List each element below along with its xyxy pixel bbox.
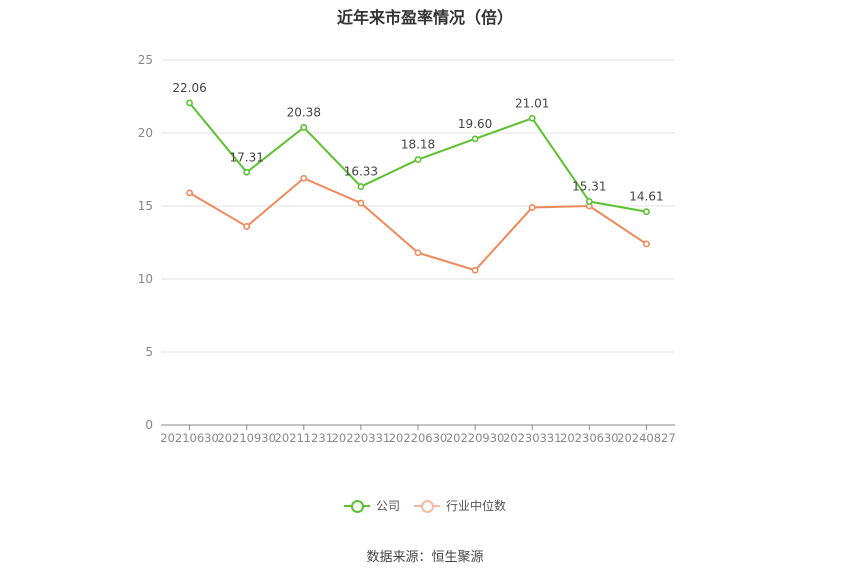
data-point — [300, 124, 308, 131]
x-tick-label: 20210630 — [160, 431, 219, 445]
data-labels: 22.06 17.31 20.38 16.33 18.18 19.60 21.01 15.31… — [172, 81, 663, 204]
x-tick-label: 20230630 — [560, 431, 619, 445]
x-tick-label: 20210930 — [217, 431, 276, 445]
x-tick-label: 20220331 — [332, 431, 391, 445]
data-point — [414, 156, 422, 163]
legend-label: 公司 — [375, 499, 400, 513]
data-label: 19.60 — [458, 117, 492, 131]
data-label: 17.31 — [229, 150, 263, 164]
data-point — [528, 114, 536, 122]
x-tick-label: 20211231 — [275, 431, 334, 445]
axes: 0 5 10 15 20 25 202106302021093020211231202203… — [138, 53, 676, 445]
data-label: 20.38 — [287, 105, 321, 119]
data-point — [471, 266, 479, 274]
y-tick-label: 10 — [138, 272, 153, 286]
data-point — [186, 99, 193, 107]
data-point — [585, 198, 593, 205]
data-point — [414, 249, 422, 257]
data-label: 16.33 — [344, 165, 378, 179]
series — [186, 99, 650, 274]
gridlines — [161, 59, 675, 353]
legend-line-icon — [414, 499, 440, 513]
legend-line-icon — [343, 499, 370, 513]
data-point — [528, 204, 536, 211]
data-point — [643, 240, 650, 248]
data-label: 21.01 — [515, 96, 549, 110]
data-point — [357, 199, 365, 207]
data-point — [300, 174, 308, 182]
y-tick-label: 20 — [138, 126, 153, 140]
legend-item-industry-median[interactable]: 行业中位数 — [414, 497, 506, 514]
data-point — [357, 183, 365, 190]
legend-label: 行业中位数 — [446, 499, 507, 513]
x-tick-label: 20220930 — [446, 431, 505, 445]
legend-item-company[interactable]: 公司 — [343, 497, 400, 514]
y-tick-label: 15 — [138, 199, 153, 213]
data-point — [243, 168, 251, 176]
legend: 公司 行业中位数 — [0, 497, 850, 514]
y-tick-label: 0 — [145, 418, 153, 432]
data-point — [471, 135, 479, 143]
source-note: 数据来源：恒生聚源 — [366, 550, 484, 565]
y-tick-label: 25 — [138, 53, 153, 67]
data-label: 15.31 — [572, 179, 606, 193]
x-tick-label: 20240827 — [617, 431, 676, 445]
data-label: 18.18 — [401, 138, 435, 152]
x-tick-label: 20220630 — [389, 431, 448, 445]
chart-title: 近年来市盈率情况（倍） — [336, 8, 513, 27]
data-point — [186, 189, 193, 197]
x-tick-label: 20230331 — [503, 431, 562, 445]
data-label: 22.06 — [172, 81, 206, 95]
data-point — [243, 223, 251, 230]
data-point — [643, 208, 650, 216]
y-tick-label: 5 — [145, 345, 153, 359]
data-label: 14.61 — [629, 190, 663, 204]
